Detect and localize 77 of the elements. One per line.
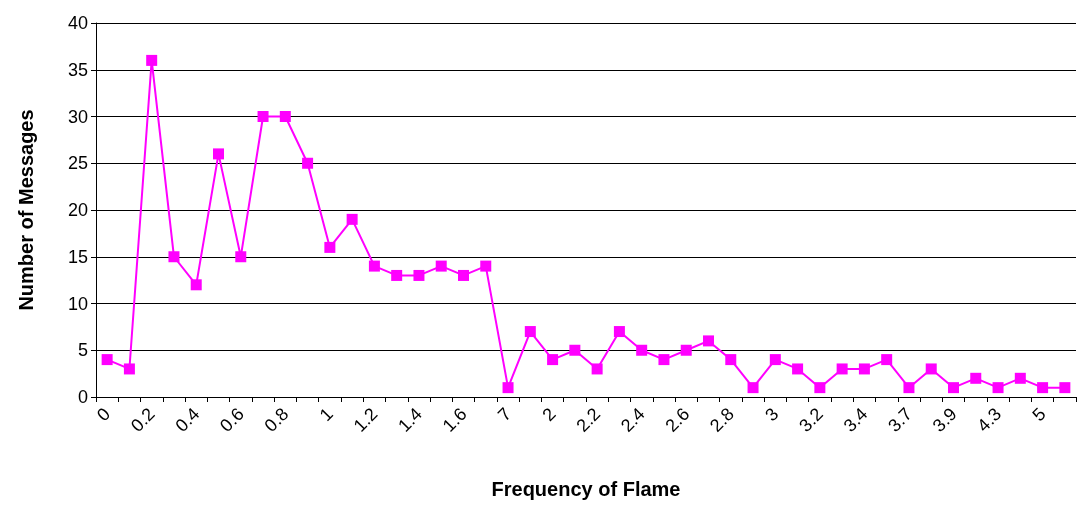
point (324, 241, 336, 253)
point (636, 344, 648, 356)
x-tick-label: 2.6 (661, 403, 694, 436)
point (1014, 372, 1026, 384)
x-tick-label: 3.9 (928, 403, 961, 436)
point (257, 111, 269, 122)
point (168, 251, 180, 263)
point (302, 157, 314, 169)
x-tick-label: 0.4 (171, 403, 204, 436)
y-tick-label: 5 (77, 340, 88, 361)
point (279, 111, 291, 122)
point (480, 260, 492, 272)
x-tick-label: 3 (761, 403, 783, 426)
y-tick-label: 15 (67, 246, 88, 267)
y-tick-label: 0 (77, 387, 88, 407)
point (435, 260, 447, 272)
y-tick-label: 10 (67, 293, 88, 314)
point (146, 54, 158, 66)
x-tick-label: 3.4 (839, 403, 872, 436)
point (836, 363, 848, 375)
x-tick-label: 1 (315, 403, 337, 426)
point (769, 354, 781, 366)
y-tick-label: 25 (67, 153, 88, 174)
y-tick-label: 35 (67, 59, 88, 80)
point (123, 363, 135, 375)
point (1037, 382, 1049, 394)
point (680, 344, 692, 356)
point (569, 344, 581, 356)
point (992, 382, 1004, 394)
point (925, 363, 937, 375)
point (881, 354, 893, 366)
x-tick-label: 3.2 (795, 403, 827, 436)
point (524, 326, 536, 338)
x-tick-label: 1.2 (349, 403, 382, 436)
x-tick-label: 2.4 (616, 403, 649, 436)
y-axis-title: Number of Messages (15, 109, 37, 311)
point (458, 269, 469, 281)
x-tick-label: 1.4 (394, 403, 427, 436)
x-tick-label: 0.2 (126, 403, 159, 436)
x-tick-label: 5 (1028, 403, 1050, 426)
x-tick-label: 2.2 (572, 403, 605, 436)
point (346, 213, 358, 225)
x-tick-label: 0.6 (216, 403, 248, 436)
x-tick-label: 3.7 (884, 403, 917, 436)
x-tick-label: 2.8 (706, 403, 738, 436)
point (747, 382, 759, 394)
point (658, 354, 670, 366)
y-tick-label: 20 (67, 200, 88, 220)
point (948, 382, 959, 394)
point (368, 260, 380, 272)
point (502, 382, 514, 394)
point (101, 354, 113, 366)
x-axis-title: Frequency of Flame (491, 478, 681, 500)
point (970, 372, 982, 384)
point (858, 363, 870, 375)
point (903, 382, 915, 394)
y-tick-label: 40 (67, 13, 88, 33)
x-tick-label: 4.3 (973, 403, 1006, 436)
point (391, 269, 403, 281)
point (814, 382, 826, 394)
y-tick-label: 30 (67, 106, 88, 127)
x-tick-label: 2 (538, 403, 560, 426)
point (725, 354, 737, 366)
point (547, 354, 559, 366)
point (1059, 382, 1071, 394)
point (591, 363, 603, 375)
point (413, 269, 425, 281)
x-tick-label: 0 (92, 403, 115, 426)
x-tick-label: 7 (493, 403, 516, 426)
point (190, 279, 202, 291)
point (792, 363, 804, 375)
point (235, 251, 247, 263)
x-tick-label: 1.6 (438, 403, 471, 436)
point (703, 335, 714, 347)
point (613, 326, 625, 338)
x-tick-label: 0.8 (260, 403, 293, 436)
point (213, 148, 224, 160)
